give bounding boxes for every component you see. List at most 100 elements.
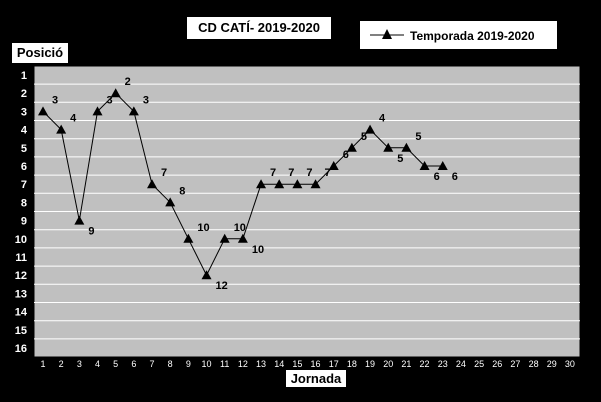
y-tick-label: 14	[15, 307, 28, 319]
x-tick-label: 6	[131, 359, 136, 369]
data-label: 6	[452, 171, 458, 183]
data-point-marker	[56, 124, 67, 134]
data-label: 7	[325, 167, 331, 179]
data-label: 6	[434, 171, 440, 183]
y-tick-label: 1	[21, 70, 27, 82]
data-label: 3	[143, 94, 149, 106]
data-point-marker	[401, 142, 412, 152]
data-point-marker	[383, 142, 394, 152]
y-tick-label: 11	[15, 252, 27, 264]
x-tick-label: 24	[456, 359, 466, 369]
x-tick-label: 3	[77, 359, 82, 369]
data-point-marker	[128, 106, 139, 116]
data-point-marker	[201, 270, 212, 280]
data-point-marker	[38, 106, 48, 116]
x-tick-label: 13	[256, 359, 266, 369]
data-point-marker	[365, 124, 376, 134]
data-point-marker	[328, 161, 339, 170]
data-label: 4	[70, 113, 77, 125]
x-tick-label: 18	[347, 359, 357, 369]
y-tick-label: 2	[21, 88, 27, 100]
y-tick-label: 4	[21, 125, 28, 137]
data-label: 10	[234, 222, 246, 234]
x-tick-label: 28	[529, 359, 539, 369]
data-label: 10	[197, 222, 209, 234]
y-tick-label: 15	[15, 325, 27, 337]
data-point-marker	[274, 179, 285, 189]
data-point-marker	[92, 106, 103, 116]
x-tick-label: 27	[510, 359, 520, 369]
data-label: 6	[343, 149, 349, 161]
data-point-marker	[237, 233, 248, 243]
y-tick-label: 6	[21, 161, 27, 173]
data-label: 2	[125, 76, 131, 88]
x-tick-label: 17	[329, 359, 339, 369]
data-point-marker	[256, 179, 267, 189]
data-label: 8	[179, 185, 185, 197]
x-tick-label: 22	[420, 359, 430, 369]
y-tick-label: 8	[21, 197, 27, 209]
x-tick-label: 14	[274, 359, 284, 369]
x-tick-label: 1	[40, 359, 45, 369]
y-tick-label: 7	[21, 179, 27, 191]
x-tick-label: 7	[150, 359, 155, 369]
x-tick-label: 8	[168, 359, 173, 369]
data-label: 3	[107, 94, 113, 106]
chart-title: CD CATÍ- 2019-2020	[186, 16, 332, 40]
data-point-marker	[219, 233, 230, 243]
data-label: 7	[161, 167, 167, 179]
y-tick-label: 10	[15, 234, 27, 246]
x-tick-label: 4	[95, 359, 100, 369]
data-label: 4	[379, 113, 386, 125]
x-tick-label: 30	[565, 359, 575, 369]
data-point-marker	[310, 179, 321, 189]
x-tick-label: 5	[113, 359, 118, 369]
data-point-marker	[346, 142, 357, 152]
data-point-marker	[437, 161, 448, 170]
data-point-marker	[292, 179, 303, 189]
x-tick-label: 12	[238, 359, 248, 369]
data-point-marker	[74, 215, 85, 225]
x-tick-label: 20	[383, 359, 393, 369]
y-tick-label: 12	[15, 270, 27, 282]
y-axis-title: Posició	[12, 43, 68, 63]
data-label: 7	[270, 167, 276, 179]
data-label: 10	[252, 244, 264, 256]
x-tick-label: 21	[401, 359, 411, 369]
data-label: 9	[88, 226, 94, 238]
data-point-marker	[147, 179, 158, 189]
x-tick-label: 19	[365, 359, 375, 369]
data-label: 5	[361, 131, 367, 143]
data-label: 7	[306, 167, 312, 179]
data-label: 5	[397, 153, 403, 165]
x-tick-label: 2	[59, 359, 64, 369]
data-point-marker	[419, 161, 430, 170]
y-tick-label: 3	[21, 106, 27, 118]
legend: Temporada 2019-2020	[359, 20, 558, 50]
x-tick-label: 23	[438, 359, 448, 369]
data-point-marker	[183, 233, 194, 243]
x-axis-title: Jornada	[286, 370, 346, 387]
data-point-marker	[110, 88, 121, 98]
y-tick-label: 9	[21, 216, 27, 228]
x-tick-label: 29	[547, 359, 557, 369]
x-tick-label: 10	[202, 359, 212, 369]
x-tick-label: 26	[492, 359, 502, 369]
data-label: 3	[52, 94, 58, 106]
data-label: 7	[288, 167, 294, 179]
x-tick-label: 25	[474, 359, 484, 369]
data-point-marker	[165, 197, 176, 207]
x-tick-label: 15	[292, 359, 302, 369]
x-tick-label: 9	[186, 359, 191, 369]
y-tick-label: 16	[15, 343, 27, 355]
y-tick-label: 5	[21, 143, 27, 155]
x-tick-label: 16	[311, 359, 321, 369]
legend-label: Temporada 2019-2020	[410, 29, 535, 43]
x-tick-label: 11	[220, 359, 229, 369]
y-tick-label: 13	[15, 288, 27, 300]
data-label: 12	[216, 280, 228, 292]
data-label: 5	[415, 131, 421, 143]
legend-marker-icon	[370, 29, 404, 39]
